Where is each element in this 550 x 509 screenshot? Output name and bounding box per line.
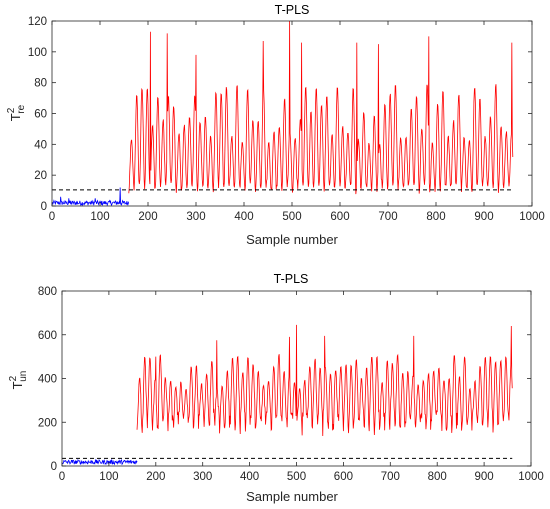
x-tick-label: 400 xyxy=(234,211,253,223)
series-group xyxy=(62,324,513,466)
x-tick-label: 800 xyxy=(428,471,447,483)
chart-bottom-y-axis-label: T2un xyxy=(8,371,29,390)
series-group xyxy=(52,21,514,206)
x-tick-label: 400 xyxy=(240,471,259,483)
chart-top-title: T-PLS xyxy=(275,3,310,17)
y-tick-label: 120 xyxy=(28,16,47,28)
y-tick-label: 40 xyxy=(34,139,47,151)
chart-top-y-axis-label: T2re xyxy=(6,104,27,121)
chart-bottom-yticks: 0 200 400 600 800 xyxy=(38,286,531,473)
chart-top-xticks: 0 100 200 300 400 500 600 700 800 900 1000 xyxy=(49,21,545,223)
x-tick-label: 800 xyxy=(426,211,445,223)
y-tick-label: 600 xyxy=(38,330,57,342)
x-tick-label: 300 xyxy=(186,211,205,223)
x-tick-label: 100 xyxy=(99,471,118,483)
chart-top: T-PLS 0 100 200 300 400 500 600 700 800 900 1000 0… xyxy=(6,3,545,247)
y-tick-label: 0 xyxy=(41,201,47,213)
x-tick-label: 900 xyxy=(474,211,493,223)
x-tick-label: 500 xyxy=(282,211,301,223)
chart-bottom-y-label-main: T xyxy=(10,381,25,389)
y-tick-label: 400 xyxy=(38,374,57,386)
chart-bottom-y-label-sup: 2 xyxy=(8,375,19,381)
chart-top-y-label-sub: re xyxy=(16,104,27,113)
y-tick-label: 0 xyxy=(51,461,57,473)
y-tick-label: 800 xyxy=(38,286,57,298)
x-tick-label: 700 xyxy=(378,211,397,223)
x-tick-label: 200 xyxy=(146,471,165,483)
chart-bottom-xticks: 0 100 200 300 400 500 600 700 800 900 1000 xyxy=(59,291,544,483)
x-tick-label: 1000 xyxy=(519,211,545,223)
chart-bottom-title: T-PLS xyxy=(274,272,309,286)
normal-data-line xyxy=(52,187,130,206)
chart-top-x-axis-label: Sample number xyxy=(246,232,338,247)
fault-data-line xyxy=(136,324,513,436)
x-tick-label: 0 xyxy=(59,471,65,483)
chart-bottom-y-label-sub: un xyxy=(18,371,29,382)
normal-data-line xyxy=(62,458,138,466)
y-tick-label: 200 xyxy=(38,417,57,429)
x-tick-label: 700 xyxy=(381,471,400,483)
chart-top-plot-area xyxy=(52,21,514,206)
y-tick-label: 80 xyxy=(34,78,47,90)
x-tick-label: 200 xyxy=(138,211,157,223)
x-tick-label: 100 xyxy=(90,211,109,223)
y-tick-label: 100 xyxy=(28,47,47,59)
y-tick-label: 20 xyxy=(34,170,47,182)
x-tick-label: 300 xyxy=(193,471,212,483)
x-tick-label: 600 xyxy=(334,471,353,483)
chart-top-yticks: 0 20 40 60 80 100 120 xyxy=(28,16,532,213)
chart-bottom-plot-area xyxy=(62,324,513,466)
chart-top-y-label-sup: 2 xyxy=(6,107,17,113)
fault-data-line xyxy=(128,21,514,195)
x-tick-label: 500 xyxy=(287,471,306,483)
x-tick-label: 600 xyxy=(330,211,349,223)
x-tick-label: 900 xyxy=(475,471,494,483)
x-tick-label: 1000 xyxy=(518,471,544,483)
chart-bottom-x-axis-label: Sample number xyxy=(246,489,338,504)
x-tick-label: 0 xyxy=(49,211,55,223)
y-tick-label: 60 xyxy=(34,109,47,121)
chart-bottom: T-PLS 0 100 200 300 400 500 600 700 800 900 1000 0… xyxy=(8,272,544,504)
chart-top-y-label-main: T xyxy=(8,113,23,121)
